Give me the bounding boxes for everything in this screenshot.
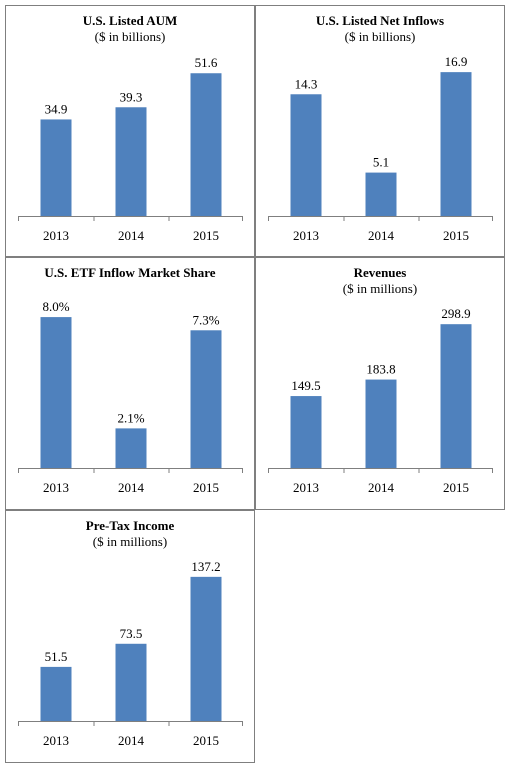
x-tick-label-2015: 2015 bbox=[193, 228, 219, 243]
x-tick-label-2014: 2014 bbox=[118, 480, 145, 495]
bar-2014 bbox=[115, 107, 147, 216]
bar-2013 bbox=[40, 317, 72, 468]
x-tick-label-2014: 2014 bbox=[118, 228, 145, 243]
data-label-2013: 14.3 bbox=[295, 76, 318, 91]
data-label-2014: 73.5 bbox=[120, 626, 143, 641]
bar-2013 bbox=[40, 119, 72, 216]
chart-revenues: Revenues($ in millions) 149.5 2013 183.8 201… bbox=[268, 265, 493, 495]
bar-2013 bbox=[290, 94, 322, 216]
x-tick-label-2015: 2015 bbox=[443, 480, 469, 495]
data-label-2013: 8.0% bbox=[42, 299, 69, 314]
bar-2015 bbox=[190, 73, 222, 217]
bar-2013 bbox=[290, 396, 322, 468]
x-tick-label-2013: 2013 bbox=[293, 228, 319, 243]
data-label-2013: 34.9 bbox=[45, 101, 68, 116]
data-label-2015: 7.3% bbox=[192, 312, 219, 327]
chart-title: Pre-Tax Income bbox=[86, 518, 175, 533]
chart-subtitle: ($ in millions) bbox=[93, 534, 167, 549]
chart-title: Revenues bbox=[354, 265, 407, 280]
x-tick-label-2014: 2014 bbox=[118, 733, 145, 748]
x-tick-label-2015: 2015 bbox=[193, 733, 219, 748]
bar-2015 bbox=[440, 72, 472, 216]
data-label-2013: 51.5 bbox=[45, 649, 68, 664]
chart-panel-us-etf-inflow-market-share: U.S. ETF Inflow Market Share 8.0% 2013 2.1%… bbox=[5, 257, 255, 510]
x-tick-label-2013: 2013 bbox=[43, 228, 69, 243]
chart-panel-pre-tax-income: Pre-Tax Income ($ in millions) 51.5 2013 73.… bbox=[5, 510, 255, 763]
chart-title: U.S. Listed AUM bbox=[83, 13, 178, 28]
chart-subtitle: ($ in millions) bbox=[343, 281, 417, 296]
bar-2014 bbox=[365, 172, 397, 216]
chart-title: U.S. ETF Inflow Market Share bbox=[44, 265, 215, 280]
chart-panel-revenues: Revenues ($ in millions) 149.5 2013 183.8 201… bbox=[255, 257, 505, 510]
chart-pre-tax-income: Pre-Tax Income($ in millions) 51.5 2013 73.… bbox=[18, 518, 243, 748]
chart-us-listed-net-inflows: U.S. Listed Net Inflows($ in billions) 14… bbox=[268, 13, 493, 243]
data-label-2014: 5.1 bbox=[373, 155, 389, 170]
chart-panel-us-listed-aum: U.S. Listed AUM ($ in billions) 34.9 2013 39… bbox=[5, 5, 255, 257]
bar-2015 bbox=[190, 576, 222, 721]
x-tick-label-2015: 2015 bbox=[443, 228, 469, 243]
data-label-2015: 298.9 bbox=[441, 306, 470, 321]
bar-2014 bbox=[115, 428, 147, 468]
chart-subtitle: ($ in billions) bbox=[345, 29, 416, 44]
bar-2015 bbox=[190, 330, 222, 468]
data-label-2015: 51.6 bbox=[195, 55, 218, 70]
bar-2014 bbox=[115, 643, 147, 721]
data-label-2015: 16.9 bbox=[445, 54, 468, 69]
chart-title: U.S. Listed Net Inflows bbox=[316, 13, 444, 28]
x-tick-label-2013: 2013 bbox=[293, 480, 319, 495]
data-label-2014: 2.1% bbox=[117, 410, 144, 425]
data-label-2014: 39.3 bbox=[120, 89, 143, 104]
chart-subtitle: ($ in billions) bbox=[95, 29, 166, 44]
data-label-2014: 183.8 bbox=[366, 362, 395, 377]
x-tick-label-2013: 2013 bbox=[43, 480, 69, 495]
data-label-2015: 137.2 bbox=[191, 559, 220, 574]
x-tick-label-2013: 2013 bbox=[43, 733, 69, 748]
bar-2013 bbox=[40, 666, 72, 721]
data-label-2013: 149.5 bbox=[291, 378, 320, 393]
x-tick-label-2014: 2014 bbox=[368, 480, 395, 495]
bar-2015 bbox=[440, 324, 472, 468]
chart-us-listed-aum: U.S. Listed AUM($ in billions) 34.9 2013 39… bbox=[18, 13, 243, 243]
x-tick-label-2014: 2014 bbox=[368, 228, 395, 243]
x-tick-label-2015: 2015 bbox=[193, 480, 219, 495]
chart-us-etf-inflow-market-share: U.S. ETF Inflow Market Share 8.0% 2013 2.1%… bbox=[18, 265, 243, 495]
chart-panel-us-listed-net-inflows: U.S. Listed Net Inflows ($ in billions) 14… bbox=[255, 5, 505, 257]
bar-2014 bbox=[365, 379, 397, 468]
